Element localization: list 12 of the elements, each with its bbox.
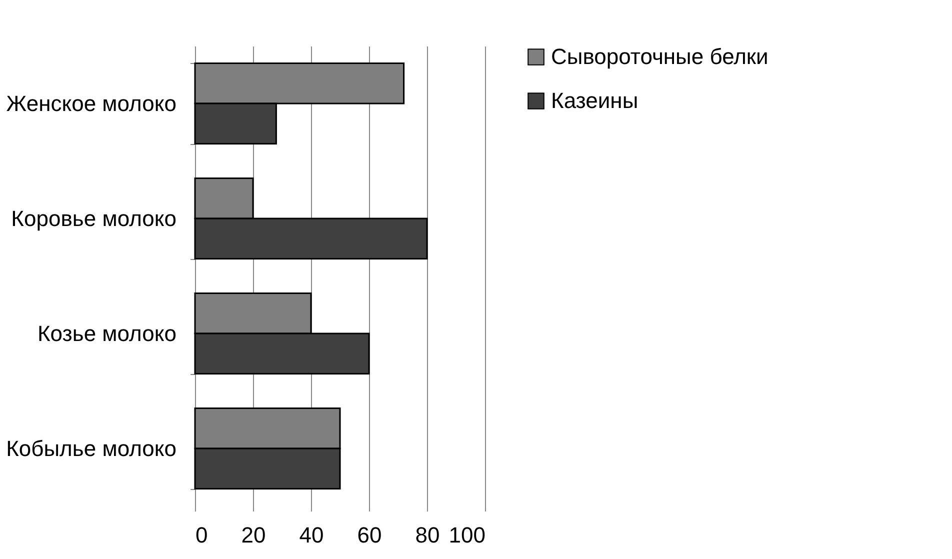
x-tick-label: 0 <box>196 522 208 548</box>
legend-label: Казеины <box>551 88 638 113</box>
x-tick-label: 40 <box>299 522 324 548</box>
x-tick-label: 60 <box>357 522 382 548</box>
y-tick-label: Женское молоко <box>6 91 176 116</box>
x-tick-label: 20 <box>241 522 266 548</box>
x-tick-label: 100 <box>448 522 486 548</box>
x-tick-label: 80 <box>415 522 440 548</box>
legend-label: Сывороточные белки <box>551 44 768 69</box>
y-tick-label: Коровье молоко <box>11 206 176 231</box>
y-tick-label: Козье молоко <box>37 321 176 346</box>
y-tick-label: Кобылье молоко <box>6 436 176 461</box>
